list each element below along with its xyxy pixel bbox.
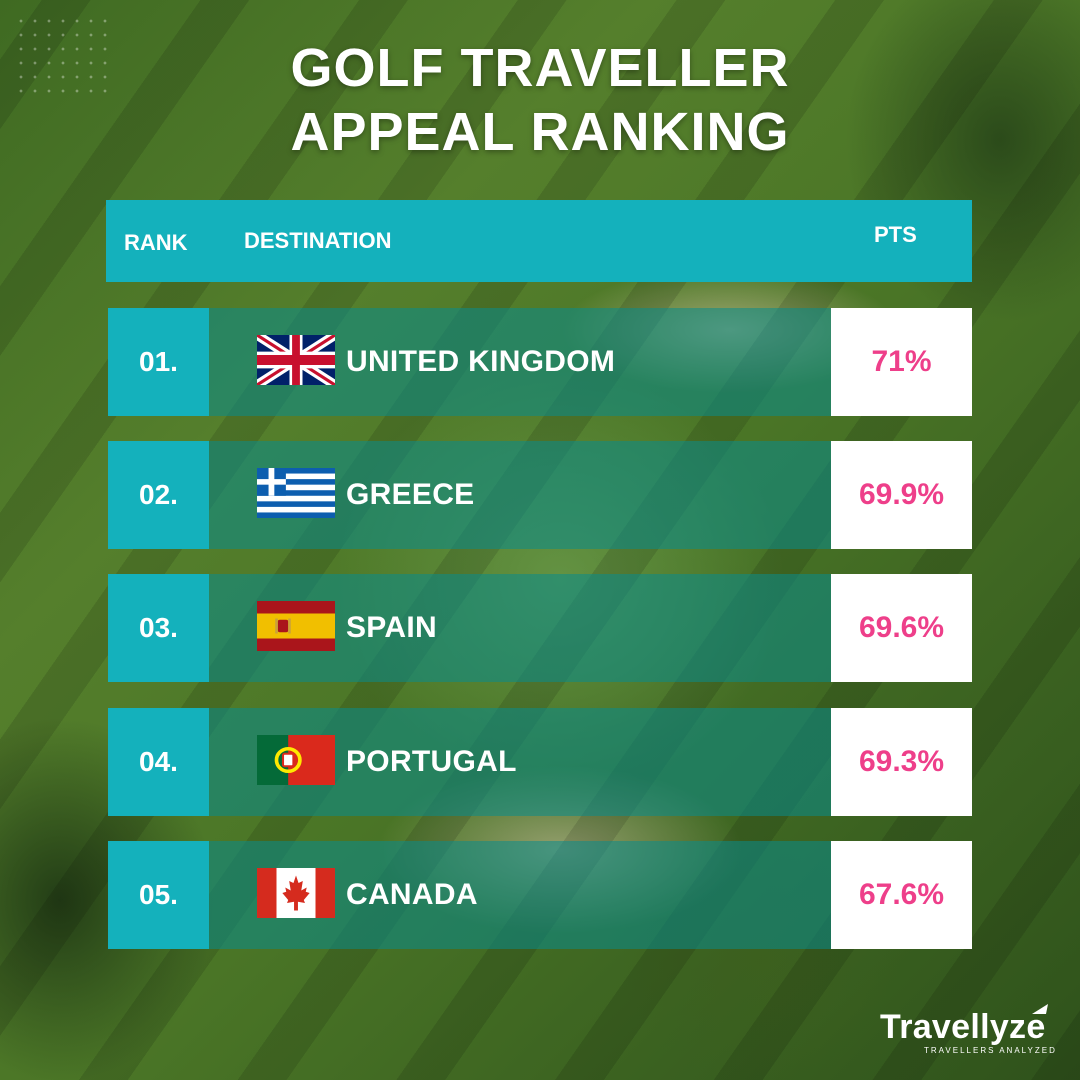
header-destination: DESTINATION: [244, 228, 392, 253]
destination-name: CANADA: [346, 878, 478, 911]
brand-tagline: TRAVELLERS ANALYZED: [924, 1046, 1057, 1055]
destination-cell: UNITED KINGDOM: [209, 308, 831, 416]
uk-flag-icon: [257, 335, 335, 385]
table-row: 04. PORTUGAL 69.3%: [108, 708, 972, 816]
spain-flag-icon: [257, 601, 335, 651]
portugal-flag-icon: [257, 735, 335, 785]
rank-cell: 02.: [108, 441, 209, 549]
destination-name: SPAIN: [346, 611, 437, 644]
pts-cell: 69.3%: [831, 708, 972, 816]
table-row: 01. UNITED KINGDOM 71%: [108, 308, 972, 416]
destination-cell: CANADA: [209, 841, 831, 949]
destination-cell: SPAIN: [209, 574, 831, 682]
pts-cell: 67.6%: [831, 841, 972, 949]
table-header: RANK DESTINATION PTS: [106, 200, 972, 282]
destination-name: GREECE: [346, 478, 475, 511]
rank-cell: 04.: [108, 708, 209, 816]
table-row: 03. SPAIN 69.6%: [108, 574, 972, 682]
pts-cell: 69.9%: [831, 441, 972, 549]
destination-cell: PORTUGAL: [209, 708, 831, 816]
dot-pattern: [14, 14, 114, 94]
rank-cell: 01.: [108, 308, 209, 416]
title-line-1: GOLF TRAVELLER: [290, 38, 790, 98]
canada-flag-icon: [257, 868, 335, 918]
destination-name: UNITED KINGDOM: [346, 345, 616, 378]
brand-name: Travellyze: [880, 1008, 1046, 1046]
pts-cell: 71%: [831, 308, 972, 416]
table-row: 05. CANADA 67.6%: [108, 841, 972, 949]
brand-logo: Travellyze TRAVELLERS ANALYZED: [880, 1004, 1060, 1058]
destination-name: PORTUGAL: [346, 745, 517, 778]
greece-flag-icon: [257, 468, 335, 518]
plane-tail-icon: [1032, 1004, 1048, 1014]
page-title: GOLF TRAVELLER APPEAL RANKING: [0, 36, 1080, 164]
header-pts: PTS: [874, 222, 917, 247]
pts-cell: 69.6%: [831, 574, 972, 682]
title-line-2: APPEAL RANKING: [290, 102, 790, 162]
rank-cell: 05.: [108, 841, 209, 949]
destination-cell: GREECE: [209, 441, 831, 549]
header-rank: RANK: [124, 230, 188, 255]
table-row: 02. GREECE 69.9%: [108, 441, 972, 549]
rank-cell: 03.: [108, 574, 209, 682]
